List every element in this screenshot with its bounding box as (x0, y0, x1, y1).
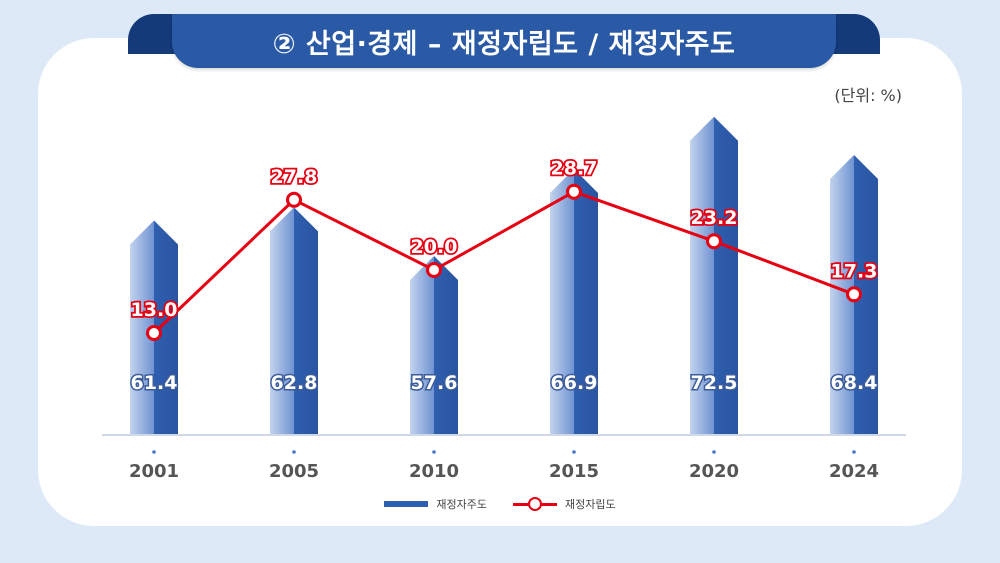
line-value-label: 23.2 (691, 207, 738, 229)
line-point-2020 (706, 233, 722, 250)
line-point-2024 (846, 286, 862, 303)
x-tick-dot (712, 450, 716, 454)
bar-2015 (550, 169, 598, 435)
x-tick-dot (292, 450, 296, 454)
page-title: ② 산업·경제 – 재정자립도 / 재정자주도 (272, 28, 736, 60)
title-banner: ② 산업·경제 – 재정자립도 / 재정자주도 (128, 14, 880, 72)
chart-card (38, 38, 962, 526)
x-tick-dot (152, 450, 156, 454)
line-value-label: 20.0 (411, 236, 458, 258)
x-tick-dot (572, 450, 576, 454)
x-tick-label: 2010 (409, 461, 459, 482)
line-point-2010 (426, 262, 442, 278)
bar-2020 (690, 116, 738, 435)
line-point-2015 (566, 183, 582, 200)
legend: 재정자주도 재정자립도 (0, 494, 1000, 514)
line-value-label: 17.3 (831, 260, 878, 282)
legend-label-line: 재정자립도 (565, 498, 616, 511)
legend-swatch-line (513, 497, 557, 511)
x-tick-label: 2015 (549, 461, 599, 482)
bar-value-label: 72.5 (691, 372, 738, 394)
x-tick-label: 2001 (129, 461, 179, 482)
line-point-2005 (286, 191, 302, 208)
bar-value-label: 61.4 (131, 372, 178, 394)
legend-swatch-bar (384, 501, 429, 507)
bar-value-label: 57.6 (411, 372, 458, 394)
x-tick-label: 2020 (689, 461, 739, 482)
x-tick-dot (432, 450, 436, 454)
unit-label: (단위: %) (834, 86, 902, 105)
line-series (152, 190, 855, 335)
line-value-label: 13.0 (131, 299, 178, 321)
legend-item-line: 재정자립도 (513, 496, 616, 512)
line-value-label: 28.7 (551, 158, 598, 180)
x-tick-dot (852, 450, 856, 454)
line-value-label: 27.8 (271, 166, 318, 188)
legend-label-bar: 재정자주도 (436, 498, 487, 511)
bar-2005 (270, 207, 318, 435)
line-point-2001 (146, 325, 162, 341)
bar-value-label: 62.8 (271, 372, 318, 394)
legend-item-bar: 재정자주도 (384, 496, 487, 512)
bar-value-label: 68.4 (831, 372, 878, 394)
title-box: ② 산업·경제 – 재정자립도 / 재정자주도 (172, 14, 836, 68)
x-tick-label: 2024 (829, 461, 879, 482)
x-tick-label: 2005 (269, 461, 319, 482)
bar-2010 (410, 256, 458, 435)
bar-value-label: 66.9 (551, 372, 598, 394)
